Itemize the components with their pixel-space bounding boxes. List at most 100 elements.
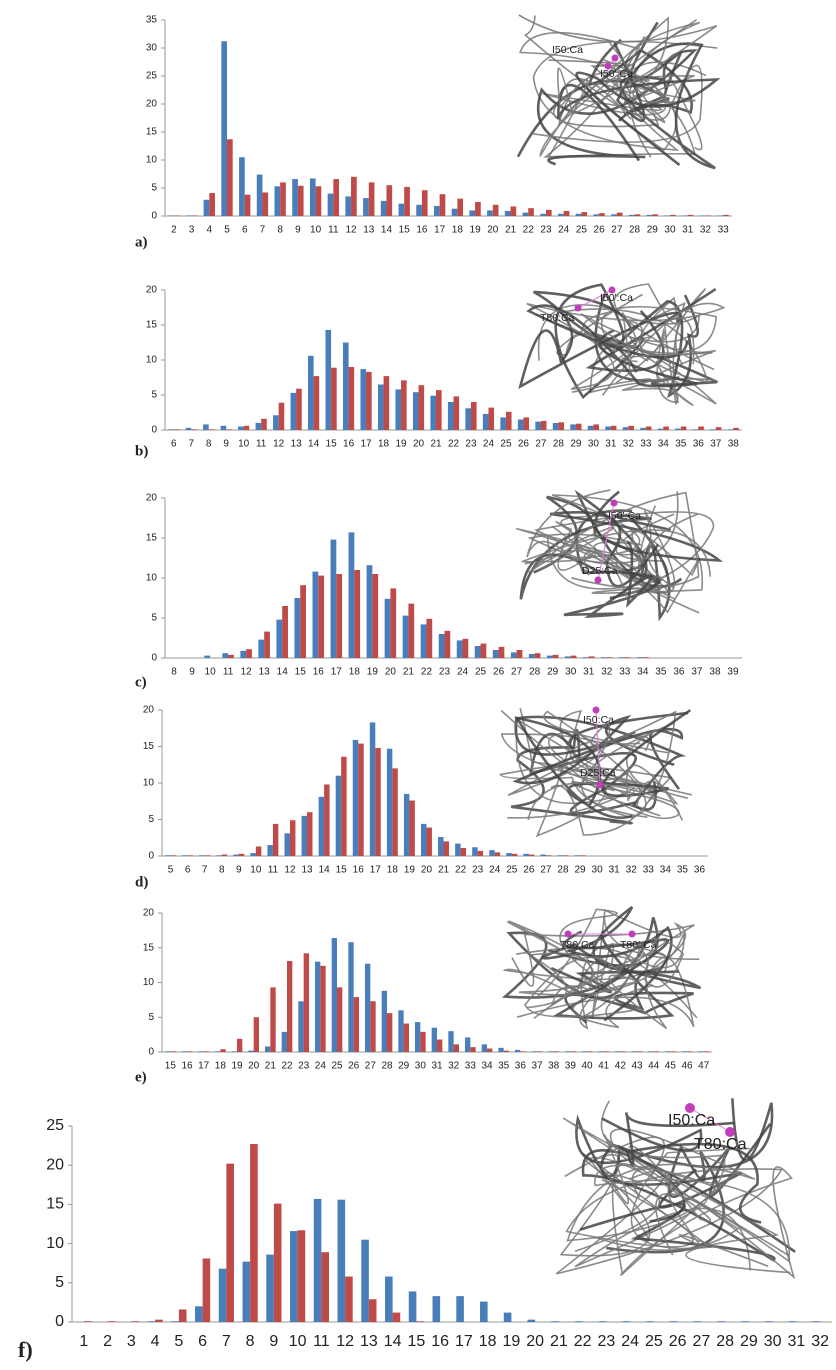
x-tick-label: 17 (331, 667, 343, 678)
x-tick-label: 16 (416, 225, 428, 236)
bar (421, 624, 427, 658)
bar (351, 177, 357, 216)
bar (182, 855, 187, 856)
x-tick-label: 7 (222, 1333, 231, 1350)
x-tick-label: 28 (557, 865, 569, 876)
bar (174, 215, 180, 216)
bar (698, 1051, 703, 1052)
x-tick-label: 24 (489, 865, 501, 876)
bar (628, 426, 634, 430)
bar (575, 855, 580, 856)
bar (500, 417, 506, 430)
x-tick-label: 6 (198, 1333, 207, 1350)
bar (487, 210, 493, 216)
x-tick-label: 28 (553, 439, 565, 450)
bar (155, 1320, 163, 1322)
x-tick-label: 21 (430, 439, 442, 450)
x-tick-label: 8 (246, 1333, 255, 1350)
x-tick-label: 18 (349, 667, 361, 678)
x-tick-label: 2 (103, 1333, 112, 1350)
x-tick-label: 19 (231, 1061, 243, 1072)
bar (413, 392, 419, 430)
bar (529, 855, 534, 856)
y-tick-label: 0 (151, 211, 157, 222)
bar (663, 427, 669, 431)
bar (682, 1051, 687, 1052)
bar (640, 428, 646, 430)
bar (276, 620, 282, 658)
bar (216, 855, 221, 856)
bar (487, 1049, 492, 1052)
bar (171, 855, 176, 856)
x-tick-label: 19 (470, 225, 482, 236)
y-tick-label: 10 (143, 977, 155, 988)
x-tick-label: 8 (171, 667, 177, 678)
bar (409, 1291, 417, 1322)
bar (789, 1321, 797, 1322)
x-tick-label: 3 (127, 1333, 136, 1350)
x-tick-label: 26 (348, 1061, 360, 1072)
x-tick-label: 35 (655, 667, 667, 678)
y-tick-label: 20 (143, 908, 155, 919)
bar (108, 1321, 116, 1322)
bar (165, 855, 170, 856)
bar (345, 1277, 353, 1322)
bar (523, 213, 529, 216)
bar (499, 647, 505, 658)
x-tick-label: 42 (615, 1061, 627, 1072)
atom (597, 782, 604, 789)
x-tick-label: 37 (710, 439, 722, 450)
bar (307, 812, 312, 856)
bar (369, 1299, 377, 1322)
x-tick-label: 28 (629, 225, 641, 236)
bar (717, 215, 723, 216)
bar (384, 376, 390, 430)
bar (168, 215, 174, 216)
bar (619, 657, 625, 658)
y-tick-label: 20 (146, 493, 158, 504)
x-tick-label: 45 (665, 1061, 677, 1072)
bar (546, 855, 551, 856)
bar (240, 651, 246, 658)
bar (517, 650, 523, 658)
bar (434, 206, 440, 216)
bar (131, 1321, 139, 1322)
bar (354, 570, 360, 658)
bar (336, 776, 341, 856)
x-tick-label: 12 (273, 439, 285, 450)
bar (403, 616, 409, 658)
bar (416, 205, 422, 216)
x-tick-label: 15 (326, 439, 338, 450)
y-tick-label: 15 (146, 533, 158, 544)
bar (495, 852, 500, 856)
y-tick-label: 10 (146, 155, 158, 166)
x-tick-label: 30 (664, 225, 676, 236)
x-tick-label: 12 (241, 667, 253, 678)
x-tick-label: 2 (171, 225, 177, 236)
x-tick-label: 37 (691, 667, 703, 678)
bar (358, 744, 363, 856)
bar (506, 412, 512, 430)
bar (483, 414, 489, 430)
x-tick-label: 26 (594, 225, 606, 236)
bar (84, 1321, 92, 1322)
bar (654, 1051, 659, 1052)
bar (298, 1001, 303, 1052)
x-tick-label: 16 (313, 667, 325, 678)
bar (360, 369, 366, 430)
x-tick-label: 22 (281, 1061, 293, 1072)
bar (515, 1050, 520, 1052)
bar (625, 657, 631, 658)
bar (257, 175, 263, 216)
bar (448, 1031, 453, 1052)
x-tick-label: 31 (431, 1061, 443, 1072)
x-tick-label: 19 (395, 439, 407, 450)
y-tick-label: 15 (46, 1196, 64, 1213)
panel-label: a) (135, 234, 148, 250)
bar (203, 1258, 211, 1322)
bar (331, 368, 337, 430)
bar (187, 1051, 192, 1052)
bar (553, 655, 559, 658)
atom (593, 707, 600, 714)
x-tick-label: 33 (643, 865, 655, 876)
